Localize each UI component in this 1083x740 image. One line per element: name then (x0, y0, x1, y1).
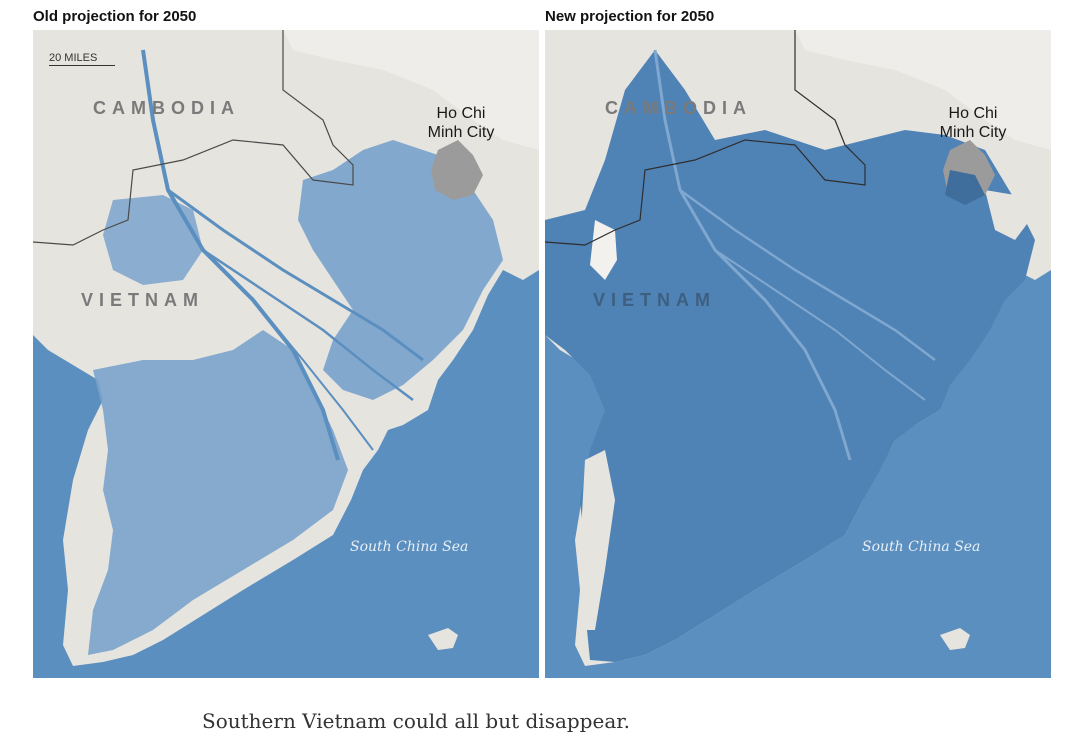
label-cambodia: CAMBODIA (93, 98, 240, 118)
label-south-china-sea: South China Sea (862, 539, 981, 555)
scale-bar: 20 MILES (49, 52, 115, 66)
label-cambodia: CAMBODIA (605, 98, 752, 118)
panel-title: New projection for 2050 (545, 8, 715, 25)
caption: Southern Vietnam could all but disappear… (202, 709, 630, 733)
map-graphic (33, 30, 539, 678)
label-south-china-sea: South China Sea (350, 539, 469, 555)
label-ho-chi-minh-city: Ho Chi Minh City (939, 105, 1007, 141)
country-border (545, 30, 866, 246)
map-new-projection: CAMBODIA VIETNAM Ho Chi Minh City South … (545, 30, 1051, 678)
city-urban-area (431, 140, 483, 200)
label-vietnam: VIETNAM (593, 290, 716, 310)
flood-zone (545, 50, 1035, 662)
map-graphic (545, 30, 1051, 678)
flood-zone (298, 140, 503, 400)
label-vietnam: VIETNAM (81, 290, 204, 310)
panel-title: Old projection for 2050 (33, 8, 197, 25)
country-border (33, 30, 354, 246)
map-old-projection: 20 MILES CAMBODIA VIETNAM Ho Chi Minh Ci… (33, 30, 539, 678)
label-ho-chi-minh-city: Ho Chi Minh City (427, 105, 495, 141)
